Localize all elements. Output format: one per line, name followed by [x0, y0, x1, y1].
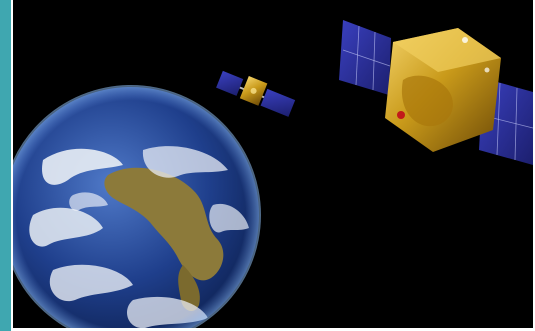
- accent-bar: [0, 0, 11, 331]
- space-scene: [13, 0, 533, 328]
- earth-atmosphere: [13, 85, 261, 328]
- satellite-small-left-panel: [216, 70, 244, 96]
- satellite-small: [216, 70, 296, 117]
- satellite-small-right-panel: [260, 88, 296, 117]
- earth: [13, 85, 261, 328]
- satellite-large-red-marker: [397, 111, 405, 119]
- satellite-large: [339, 20, 533, 165]
- scene-illustration: [13, 20, 533, 328]
